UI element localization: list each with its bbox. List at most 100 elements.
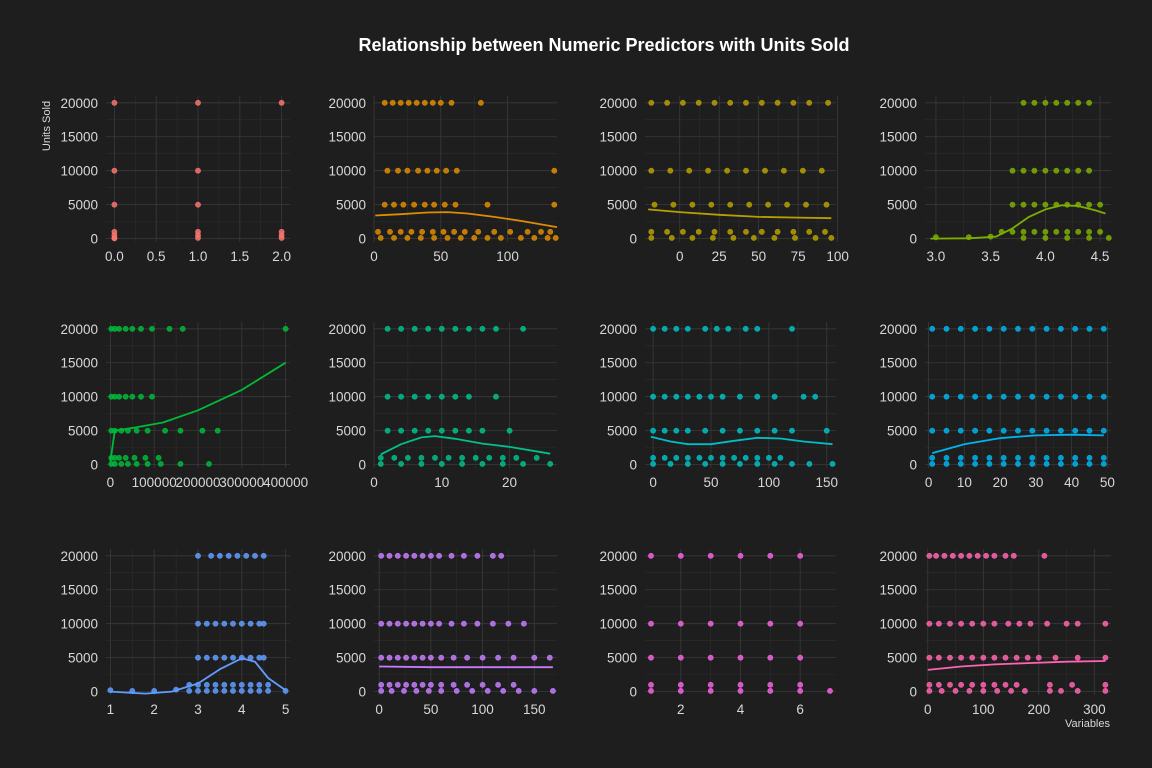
y-tick-label: 10000	[879, 390, 917, 405]
data-point	[664, 228, 670, 235]
data-point	[827, 688, 833, 694]
data-point	[1042, 201, 1049, 208]
data-point	[1053, 99, 1060, 106]
data-point	[1058, 688, 1064, 694]
data-point	[413, 688, 420, 694]
y-tick-label: 5000	[336, 651, 366, 666]
data-point	[969, 681, 976, 688]
data-point	[260, 620, 267, 627]
y-tick-label: 10000	[60, 617, 98, 632]
data-point	[673, 454, 680, 461]
data-point	[378, 620, 385, 627]
data-point	[419, 620, 426, 627]
data-point	[1105, 234, 1112, 241]
data-point	[762, 167, 768, 174]
y-tick-label: 15000	[328, 356, 366, 371]
data-point	[444, 234, 451, 241]
data-point	[797, 681, 804, 688]
data-point	[427, 620, 434, 627]
y-tick-label: 0	[629, 458, 637, 473]
x-tick-label: 400000	[263, 475, 308, 490]
y-tick-label: 15000	[328, 130, 366, 145]
data-point	[926, 552, 933, 559]
data-point	[432, 454, 438, 461]
data-point	[401, 688, 407, 694]
y-tick-label: 5000	[336, 198, 366, 213]
y-tick-label: 0	[90, 458, 98, 473]
data-point	[138, 325, 144, 332]
data-point	[195, 620, 201, 627]
data-point	[384, 325, 391, 332]
data-point	[1058, 454, 1064, 461]
x-tick-label: 300000	[219, 475, 264, 490]
data-point	[1086, 201, 1092, 208]
data-point	[737, 393, 743, 400]
data-point	[411, 552, 418, 559]
data-point	[766, 454, 772, 461]
data-point	[425, 325, 432, 332]
data-point	[465, 393, 472, 400]
data-point	[177, 427, 184, 434]
data-point	[133, 427, 140, 434]
y-tick-label: 15000	[879, 356, 917, 371]
y-tick-label: 20000	[879, 549, 917, 564]
data-point	[411, 325, 418, 332]
data-point	[398, 393, 404, 400]
data-point	[417, 234, 424, 241]
data-point	[443, 167, 449, 174]
y-tick-label: 0	[909, 232, 917, 247]
data-point	[797, 688, 804, 694]
data-point	[1086, 99, 1092, 106]
data-point	[378, 654, 385, 661]
data-point	[497, 234, 504, 241]
data-point	[1069, 681, 1075, 688]
data-point	[1029, 454, 1036, 461]
data-point	[1058, 427, 1064, 434]
x-tick-label: 30	[1028, 475, 1043, 490]
data-point	[448, 620, 455, 627]
data-point	[803, 201, 809, 208]
data-point	[450, 681, 457, 688]
data-point	[394, 620, 401, 627]
data-point	[531, 654, 538, 661]
data-point	[966, 552, 973, 559]
data-point	[696, 454, 703, 461]
data-point	[667, 460, 674, 467]
data-point	[648, 620, 654, 627]
x-tick-label: 200	[1028, 702, 1051, 717]
data-point	[203, 681, 210, 688]
data-point	[673, 393, 680, 400]
data-point	[926, 681, 933, 688]
data-point	[403, 681, 409, 688]
data-point	[484, 688, 491, 694]
data-point	[1000, 325, 1007, 332]
data-point	[986, 454, 993, 461]
data-point	[1097, 201, 1103, 208]
data-point	[767, 681, 774, 688]
data-point	[994, 688, 1001, 694]
data-point	[388, 688, 395, 694]
data-point	[719, 393, 726, 400]
data-point	[116, 325, 122, 332]
data-point	[507, 228, 514, 235]
data-point	[472, 454, 479, 461]
data-point	[677, 688, 684, 694]
data-point	[421, 99, 428, 106]
panel-9: 0 5000 10000 15000 20000 1 2 3 4 5	[60, 549, 290, 717]
data-point	[234, 552, 241, 559]
data-point	[689, 201, 696, 208]
data-point	[1015, 427, 1021, 434]
data-point	[238, 620, 245, 627]
data-point	[265, 688, 271, 694]
y-tick-label: 15000	[879, 130, 917, 145]
data-point	[727, 228, 734, 235]
data-point	[1009, 201, 1016, 208]
data-point	[926, 654, 933, 661]
data-point	[1016, 620, 1023, 627]
data-point	[515, 688, 522, 694]
data-point	[524, 228, 531, 235]
data-point	[684, 454, 691, 461]
data-point	[377, 460, 384, 467]
y-tick-label: 0	[909, 685, 917, 700]
data-point	[411, 681, 418, 688]
